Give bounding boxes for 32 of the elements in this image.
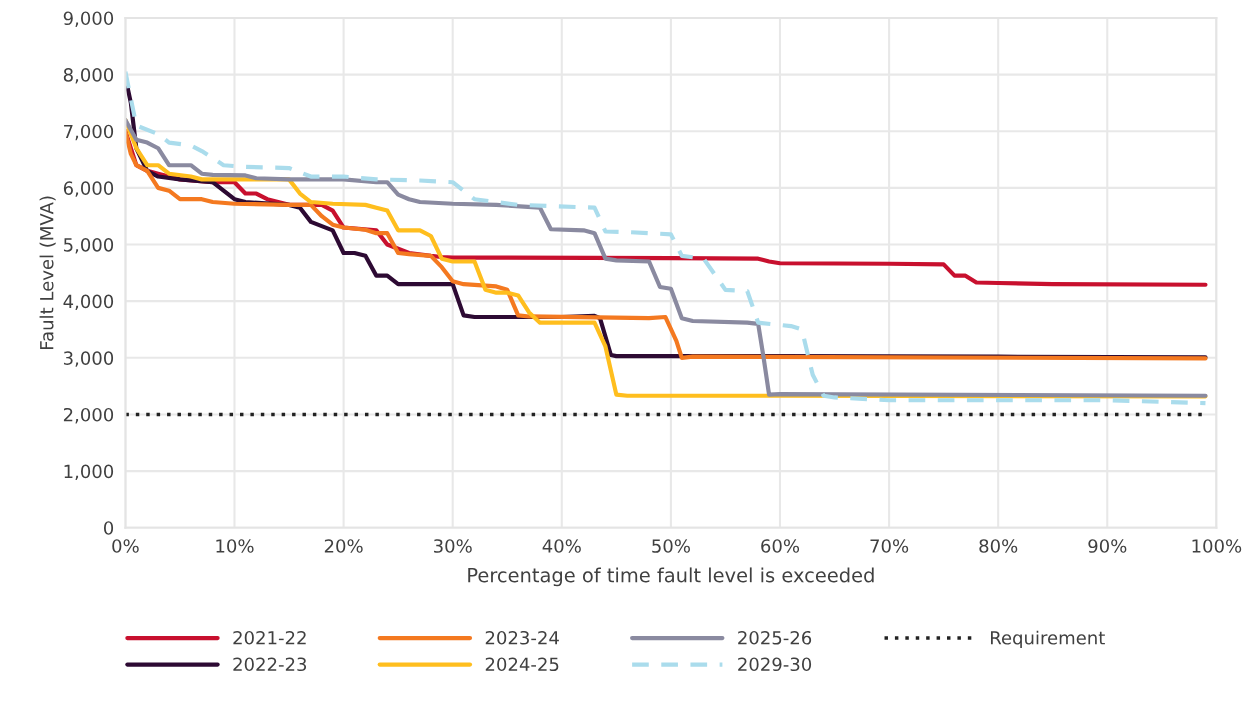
- x-tick-label: 40%: [542, 539, 581, 553]
- x-tick-label: 90%: [1088, 539, 1127, 553]
- legend-label: 2022-23: [233, 657, 307, 672]
- line-series: [125, 129, 1208, 361]
- y-tick-label: 8,000: [63, 68, 114, 84]
- x-tick-label: 80%: [979, 539, 1018, 553]
- y-tick-label: 6,000: [63, 181, 114, 197]
- x-tick-label: 0%: [112, 539, 139, 553]
- y-axis-title: Fault Level (MVA): [39, 196, 56, 349]
- y-tick-label: 1,000: [64, 464, 114, 481]
- y-tick-label: 4,000: [63, 294, 114, 311]
- line-series: [125, 69, 1208, 406]
- legend-label: 2023-24: [485, 630, 559, 645]
- y-tick-label: 0: [103, 521, 114, 535]
- y-tick-label: 9,000: [63, 11, 114, 27]
- legend-label: 2025-26: [738, 630, 812, 645]
- x-tick-label: 10%: [216, 539, 254, 553]
- y-tick-label: 3,000: [63, 351, 114, 367]
- legend-label: 2024-25: [485, 657, 559, 672]
- legend-label: Requirement: [991, 630, 1105, 649]
- y-tick-label: 7,000: [64, 124, 114, 141]
- y-tick-label: 5,000: [63, 237, 114, 254]
- x-tick-label: 60%: [761, 539, 800, 553]
- x-tick-label: 70%: [870, 539, 909, 553]
- x-tick-label: 30%: [434, 539, 472, 553]
- legend-label: 2029-30: [738, 657, 812, 672]
- x-tick-label: 20%: [324, 539, 363, 553]
- legend-label: 2021-22: [233, 630, 306, 645]
- y-tick-label: 2,000: [63, 407, 114, 424]
- x-tick-label: 50%: [652, 539, 690, 553]
- x-tick-label: 100%: [1192, 539, 1242, 553]
- x-axis-title: Percentage of time fault level is exceeded: [468, 567, 874, 587]
